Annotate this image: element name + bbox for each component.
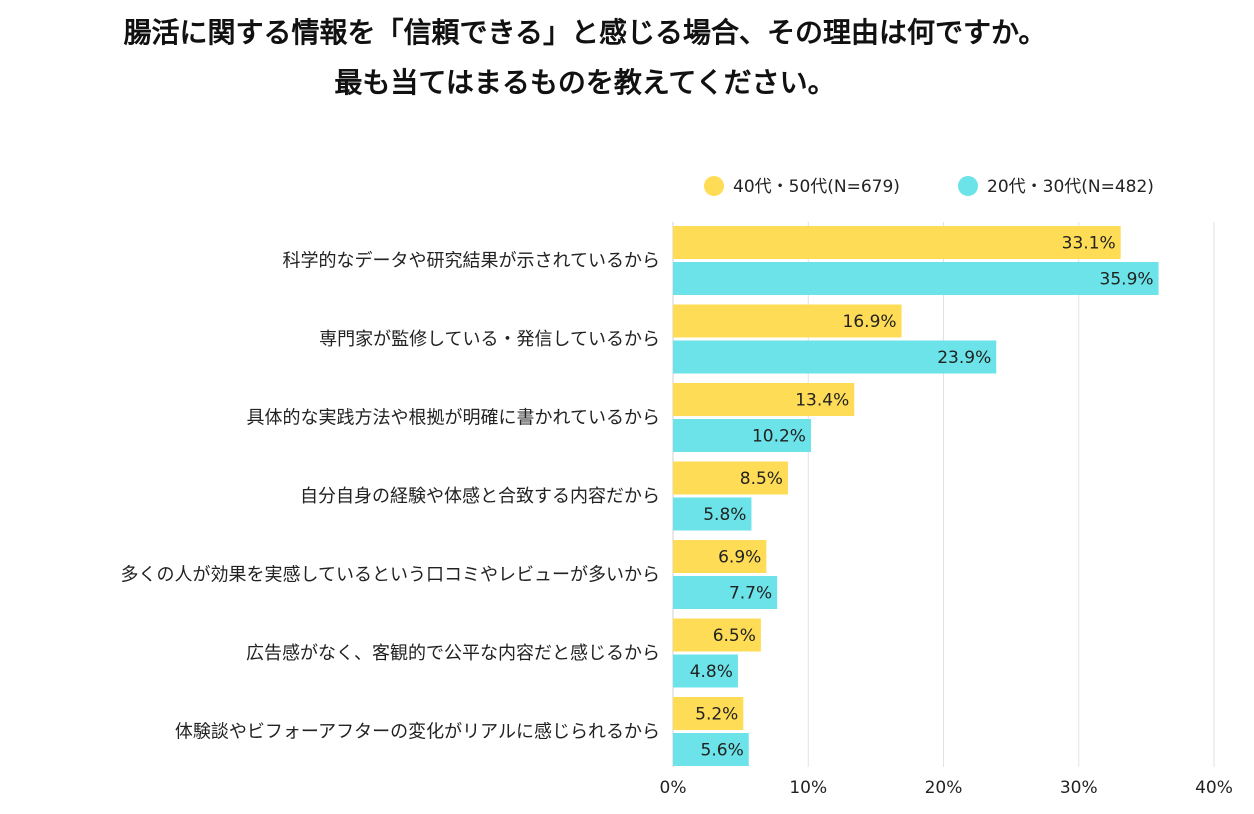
bar-value-label-s2-c3: 10.2% — [752, 427, 806, 447]
legend-marker-s1 — [704, 176, 724, 196]
bar-value-label-s2-c6: 4.8% — [690, 662, 733, 682]
category-label-6: 広告感がなく、客観的で公平な内容だと感じるから — [246, 643, 660, 664]
bar-s2-c2 — [673, 340, 997, 374]
legend-label-s2: 20代・30代(N=482) — [987, 177, 1154, 197]
bar-value-label-s1-c3: 13.4% — [795, 391, 849, 411]
bar-value-label-s1-c4: 8.5% — [740, 469, 783, 489]
bar-value-label-s2-c1: 35.9% — [1100, 270, 1154, 290]
bar-s2-c7 — [673, 733, 749, 766]
bar-value-label-s1-c2: 16.9% — [843, 312, 897, 332]
x-tick-label-30: 30% — [1060, 778, 1098, 798]
category-label-5: 多くの人が効果を実感しているという口コミやレビューが多いから — [121, 565, 660, 586]
bar-s1-c6 — [673, 618, 761, 652]
bar-s1-c7 — [673, 697, 744, 730]
category-label-4: 自分自身の経験や体感と合致する内容だから — [300, 486, 660, 507]
bar-s2-c5 — [673, 576, 778, 609]
bar-s2-c1 — [673, 262, 1159, 295]
x-tick-label-40: 40% — [1195, 778, 1233, 798]
bar-value-label-s2-c2: 23.9% — [937, 348, 991, 368]
bar-value-label-s2-c4: 5.8% — [703, 505, 746, 525]
chart-title-line-2: 最も当てはまるものを教えてください。 — [334, 66, 836, 99]
legend-label-s1: 40代・50代(N=679) — [733, 177, 900, 197]
x-tick-label-20: 20% — [925, 778, 963, 798]
legend-marker-s2 — [958, 176, 978, 196]
category-label-1: 科学的なデータや研究結果が示されているから — [283, 251, 660, 272]
bar-s2-c4 — [673, 497, 752, 531]
bar-s1-c5 — [673, 540, 767, 573]
bar-s1-c2 — [673, 304, 902, 338]
bar-s1-c1 — [673, 226, 1121, 259]
bar-s1-c4 — [673, 461, 788, 495]
category-label-2: 専門家が監修している・発信しているから — [319, 329, 660, 350]
bar-value-label-s2-c5: 7.7% — [729, 584, 772, 604]
bar-value-label-s1-c1: 33.1% — [1062, 234, 1116, 254]
bar-s2-c6 — [673, 654, 738, 688]
bar-value-label-s1-c6: 6.5% — [713, 626, 756, 646]
x-tick-label-0: 0% — [660, 778, 687, 798]
category-label-3: 具体的な実践方法や根拠が明確に書かれているから — [247, 408, 660, 429]
bar-s2-c3 — [673, 419, 811, 452]
bar-s1-c3 — [673, 383, 855, 416]
category-label-7: 体験談やビフォーアフターの変化がリアルに感じられるから — [175, 722, 660, 743]
bar-value-label-s1-c5: 6.9% — [718, 548, 761, 568]
x-tick-label-10: 10% — [789, 778, 827, 798]
bar-value-label-s1-c7: 5.2% — [695, 705, 738, 725]
bar-value-label-s2-c7: 5.6% — [701, 741, 744, 761]
chart-title: 腸活に関する情報を「信頼できる」と感じる場合、その理由は何ですか。 最も当てはま… — [0, 8, 1170, 108]
chart-title-line-1: 腸活に関する情報を「信頼できる」と感じる場合、その理由は何ですか。 — [123, 16, 1047, 49]
